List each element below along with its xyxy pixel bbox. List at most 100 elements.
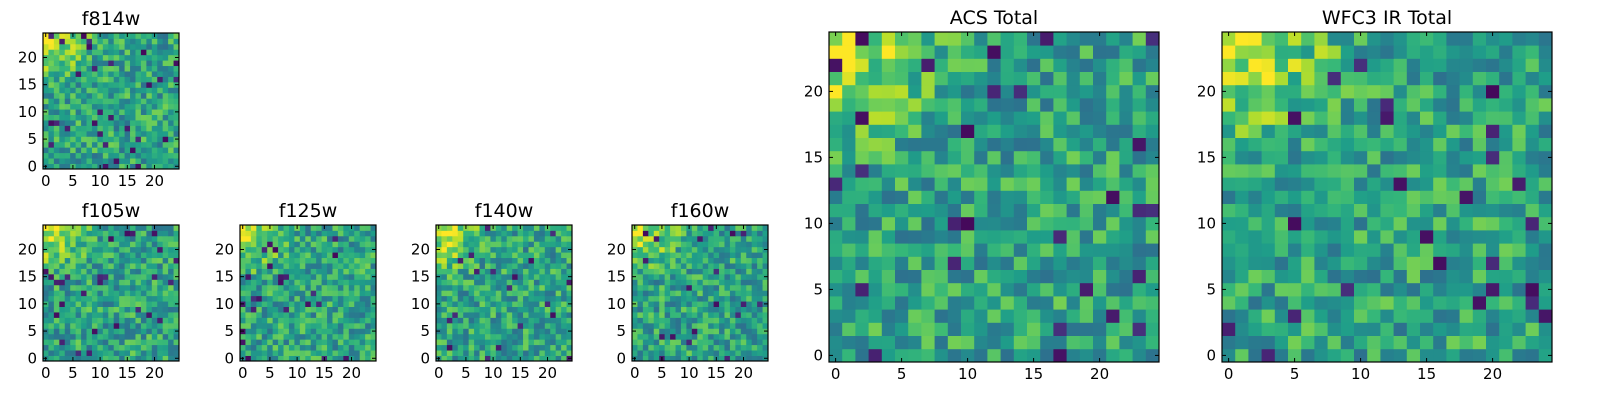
heatmap-cell xyxy=(648,350,655,356)
heatmap-cell xyxy=(91,33,98,39)
heatmap-cell xyxy=(119,328,125,335)
heatmap-cell xyxy=(261,333,268,340)
heatmap-cell xyxy=(680,279,687,286)
heatmap-cell xyxy=(947,190,962,204)
heatmap-cell xyxy=(490,322,497,329)
heatmap-cell xyxy=(108,87,115,94)
heatmap-cell xyxy=(86,109,93,115)
heatmap-cell xyxy=(283,322,290,329)
heatmap-cell xyxy=(708,333,714,340)
heatmap-cell xyxy=(113,38,120,45)
heatmap-cell xyxy=(751,344,758,351)
heatmap-cell xyxy=(1433,243,1447,257)
heatmap-cell xyxy=(332,257,339,264)
heatmap-cell xyxy=(305,328,312,335)
heatmap-cell xyxy=(1499,322,1513,336)
heatmap-cell xyxy=(544,306,551,313)
heatmap-cell xyxy=(495,344,502,351)
heatmap-cell xyxy=(555,230,562,237)
heatmap-cell xyxy=(729,355,736,362)
heatmap-cell xyxy=(441,306,448,313)
heatmap-cell xyxy=(278,230,284,237)
heatmap-cell xyxy=(359,301,366,307)
heatmap-cell xyxy=(697,290,704,297)
heatmap-cell xyxy=(446,252,453,259)
heatmap-cell xyxy=(278,273,284,280)
heatmap-cell xyxy=(173,344,180,351)
heatmap-cell xyxy=(664,279,671,286)
heatmap-cell xyxy=(113,230,120,237)
heatmap-cell xyxy=(1327,335,1342,350)
heatmap-cell xyxy=(1472,348,1487,363)
heatmap-cell xyxy=(523,355,529,362)
heatmap-cell xyxy=(135,114,142,121)
heatmap-cell xyxy=(463,312,470,318)
heatmap-cell xyxy=(261,301,268,307)
heatmap-cell xyxy=(1327,296,1342,310)
heatmap-cell xyxy=(146,103,153,110)
heatmap-cell xyxy=(278,284,284,291)
heatmap-cell xyxy=(1274,282,1289,297)
heatmap-cell xyxy=(157,295,164,302)
heatmap-cell xyxy=(240,317,246,324)
heatmap-cell xyxy=(113,306,120,313)
heatmap-cell xyxy=(102,71,109,77)
heatmap-cell xyxy=(653,350,660,356)
heatmap-cell xyxy=(1288,230,1302,244)
heatmap-cell xyxy=(1079,203,1094,218)
heatmap-cell xyxy=(162,295,169,302)
heatmap-cell xyxy=(1093,203,1107,218)
heatmap-cell xyxy=(1093,216,1107,231)
heatmap-cell xyxy=(157,103,164,110)
heatmap-cell xyxy=(1512,177,1526,191)
heatmap-cell xyxy=(91,235,98,242)
heatmap-cell xyxy=(1380,230,1394,244)
heatmap-cell xyxy=(729,322,736,329)
heatmap-cell xyxy=(305,306,312,313)
heatmap-cell xyxy=(441,252,448,259)
heatmap-cell xyxy=(1525,98,1540,112)
heatmap-cell xyxy=(91,141,98,148)
heatmap-cell xyxy=(746,241,753,248)
heatmap-cell xyxy=(1354,256,1368,270)
heatmap-cell xyxy=(124,263,131,269)
heatmap-cell xyxy=(637,344,644,351)
heatmap-cell xyxy=(1486,98,1500,112)
heatmap-cell xyxy=(746,273,753,280)
heatmap-cell xyxy=(91,333,98,340)
heatmap-cell xyxy=(299,268,306,275)
heatmap-cell xyxy=(81,252,87,259)
heatmap-cell xyxy=(868,282,883,297)
heatmap-cell xyxy=(921,269,935,284)
heatmap-cell xyxy=(359,252,366,259)
heatmap-cell xyxy=(146,284,153,291)
heatmap-cell xyxy=(91,273,98,280)
heatmap-cell xyxy=(653,295,660,302)
heatmap-cell xyxy=(1132,98,1147,112)
heatmap-cell xyxy=(1340,98,1355,112)
heatmap-cell xyxy=(751,284,758,291)
heatmap-cell xyxy=(168,43,174,50)
heatmap-cell xyxy=(1301,45,1315,59)
heatmap-cell xyxy=(1040,309,1054,323)
heatmap-cell xyxy=(506,295,513,302)
heatmap-cell xyxy=(735,263,742,269)
heatmap-cell xyxy=(135,98,142,105)
heatmap-cell xyxy=(157,350,164,356)
heatmap-cell xyxy=(1235,177,1249,191)
heatmap-cell xyxy=(337,306,344,313)
heatmap-cell xyxy=(250,306,257,313)
heatmap-cell xyxy=(283,339,290,346)
heatmap-cell xyxy=(64,76,71,83)
heatmap-cell xyxy=(135,141,142,148)
heatmap-cell xyxy=(337,225,344,231)
heatmap-cell xyxy=(53,322,60,329)
heatmap-cell xyxy=(702,290,709,297)
heatmap-cell xyxy=(102,38,109,45)
heatmap-cell xyxy=(1000,150,1015,165)
heatmap-cell xyxy=(299,355,306,362)
heatmap-cell xyxy=(321,230,328,237)
heatmap-cell xyxy=(48,87,55,94)
